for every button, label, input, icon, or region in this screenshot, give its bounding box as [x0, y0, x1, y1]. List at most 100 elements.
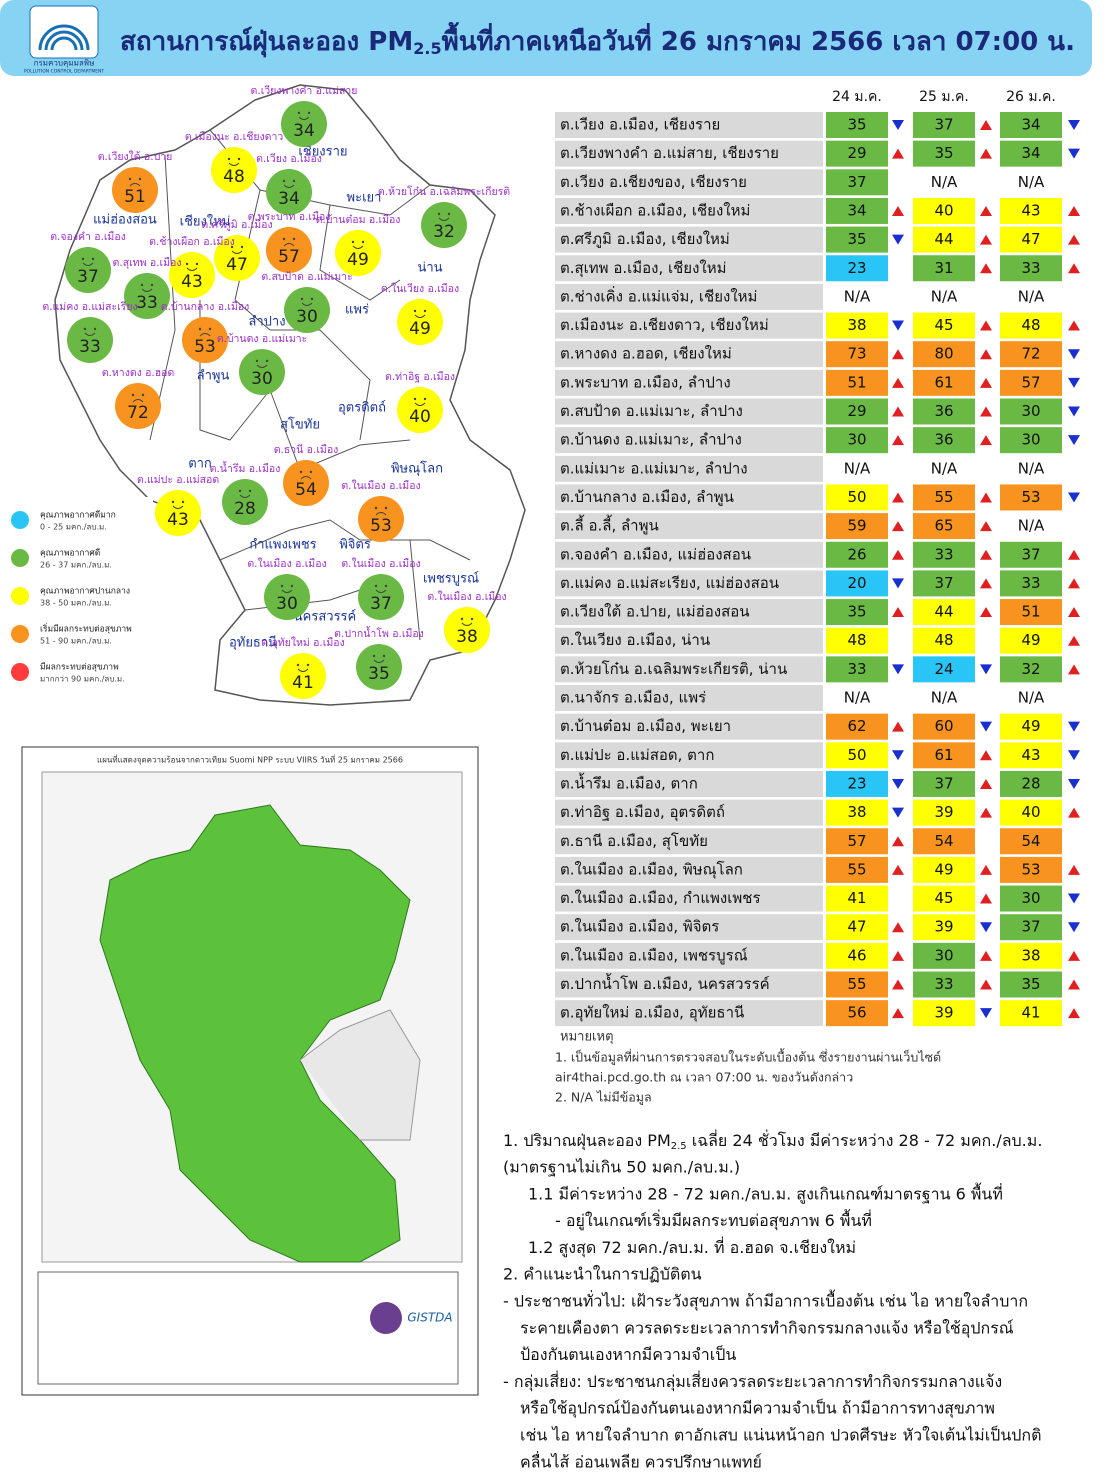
trend-up [980, 549, 992, 560]
face-eye [310, 297, 314, 301]
trend-up [980, 750, 992, 761]
station-label: ต.เมืองนะ อ.เชียงดาว [185, 130, 284, 143]
station-name-cell [555, 742, 823, 769]
station-name-cell [555, 513, 823, 540]
face-eye [413, 309, 417, 313]
satellite-title: แผนที่แสดงจุดความร้อนจากดาวเทียม Suomi N… [97, 754, 403, 765]
value-cell [826, 799, 888, 826]
face-eye [447, 212, 451, 216]
station-name-cell [555, 283, 823, 310]
value: 30 [1021, 889, 1040, 907]
value-cell [1000, 226, 1062, 253]
station-label: ต.ในเมือง อ.เมือง [247, 557, 326, 570]
station-name-cell [555, 112, 823, 138]
value-cell [1000, 427, 1062, 454]
station-name-cell [555, 885, 823, 912]
trend-up [980, 205, 992, 216]
value-cell [1000, 341, 1062, 368]
face-eye [185, 262, 189, 266]
station-bubble [283, 460, 329, 506]
station-value: 43 [181, 272, 203, 292]
face-eye [282, 237, 286, 241]
face-mouth [461, 622, 473, 626]
station-name-cell [555, 599, 823, 626]
trend-up [892, 435, 904, 446]
station-name: ต.อุทัยใหม่ อ.เมือง, อุทัยธานี [560, 1004, 744, 1023]
trend-up [980, 864, 992, 875]
station-label: ต.จองคำ อ.เมือง [50, 230, 126, 243]
face-mouth [199, 333, 211, 337]
value-cell [913, 656, 975, 683]
value-cell [1000, 255, 1062, 282]
value-cell [826, 140, 888, 167]
station-value: 30 [296, 307, 318, 327]
trend-down [1068, 349, 1080, 360]
value: 29 [847, 144, 866, 162]
station-label: ต.ธานี อ.เมือง [274, 443, 339, 456]
value: 39 [934, 1004, 953, 1022]
trend-up [980, 893, 992, 904]
note-line: air4thai.pcd.go.th ณ เวลา 07:00 น. ของวั… [555, 1070, 853, 1085]
station-value: 53 [370, 516, 392, 536]
value: 46 [847, 946, 866, 964]
face-eye [140, 283, 144, 287]
face-eye [91, 257, 95, 261]
face-mouth [141, 288, 153, 292]
station-value: 48 [223, 167, 245, 187]
station-bubble [266, 169, 312, 215]
province-label: น่าน [417, 261, 442, 276]
trend-down [892, 120, 904, 130]
value: 35 [934, 144, 953, 162]
face-mouth [298, 116, 310, 120]
trend-up [892, 979, 904, 990]
trend-up [980, 234, 992, 245]
value: 35 [1021, 975, 1040, 993]
summary-line: - ประชาชนทั่วไป: เฝ้าระวังสุขภาพ ถ้ามีอา… [503, 1290, 1028, 1312]
value-cell [826, 312, 888, 339]
value: 37 [934, 574, 953, 592]
value: 57 [847, 832, 866, 850]
station-value: 34 [293, 121, 315, 141]
value: 39 [934, 918, 953, 936]
station-label: ต.บ้านดง อ.แม่เมาะ [217, 333, 308, 345]
station-value: 32 [433, 222, 455, 242]
trend-up [892, 836, 904, 847]
trend-up [892, 1008, 904, 1019]
value: N/A [844, 689, 871, 707]
trend-up [980, 263, 992, 274]
value: 44 [934, 603, 953, 621]
trend-up [980, 148, 992, 159]
trend-up [892, 349, 904, 360]
station-name: ต.ช้างเผือก อ.เมือง, เชียงใหม่ [560, 201, 750, 219]
face-eye [131, 393, 135, 397]
value-cell [826, 828, 888, 855]
value-cell [1000, 1000, 1062, 1027]
value: 35 [847, 603, 866, 621]
value: 37 [934, 116, 953, 134]
value: 34 [1021, 144, 1040, 162]
value-cell [913, 713, 975, 740]
province-label: เชียงราย [298, 144, 347, 160]
value-cell [826, 656, 888, 683]
value-cell [913, 914, 975, 941]
station-value: 35 [368, 664, 390, 684]
summary-line: 1. ปริมาณฝุ่นละออง PM2.5 เฉลี่ย 24 ชั่วโ… [503, 1129, 1042, 1153]
station-name: ต.บ้านดง อ.แม่เมาะ, ลำปาง [560, 431, 742, 449]
station-label: ต.ในเมือง อ.เมือง [341, 557, 420, 570]
value: 62 [847, 717, 866, 735]
face-eye [280, 584, 284, 588]
value: 48 [1021, 316, 1040, 334]
face-mouth [281, 589, 293, 593]
station-value: 54 [295, 480, 317, 500]
value: 48 [847, 631, 866, 649]
trend-up [980, 950, 992, 961]
face-eye [265, 359, 269, 363]
value: 38 [847, 803, 866, 821]
station-label: ต.ท่าอิฐ อ.เมือง [385, 370, 455, 383]
trend-down [1068, 406, 1080, 417]
value: 36 [934, 431, 953, 449]
region-map [54, 84, 526, 706]
face-mouth [132, 399, 144, 403]
face-eye [81, 257, 85, 261]
face-eye [382, 654, 386, 658]
